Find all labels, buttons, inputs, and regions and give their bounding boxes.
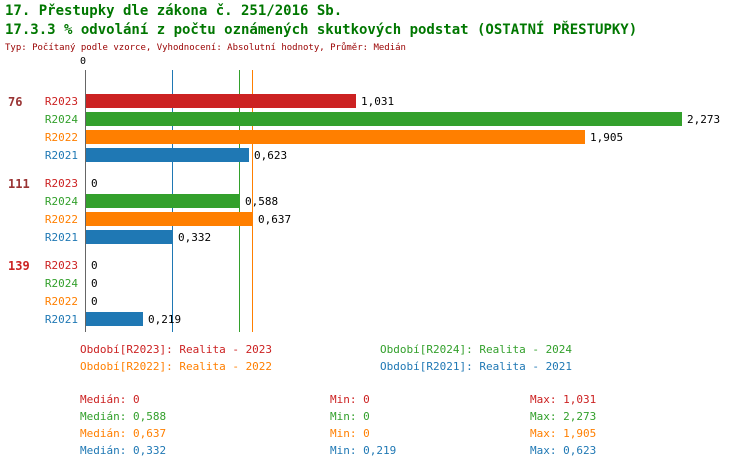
stat-max-r2022: Max: 1,905 xyxy=(530,427,597,440)
stat-min-r2022: Min: 0 xyxy=(330,427,370,440)
bar-r2023 xyxy=(86,94,356,108)
series-label-r2021: R2021 xyxy=(44,149,78,162)
series-label-r2021: R2021 xyxy=(44,231,78,244)
group-row-label: 111 xyxy=(8,177,30,191)
series-label-r2023: R2023 xyxy=(44,95,78,108)
stat-median-r2024: Medián: 0,588 xyxy=(80,410,167,423)
bar-r2022 xyxy=(86,212,253,226)
bar-r2024 xyxy=(86,194,240,208)
bar-value-label: 1,031 xyxy=(361,95,395,108)
bar-r2021 xyxy=(86,230,173,244)
stat-max-r2024: Max: 2,273 xyxy=(530,410,597,423)
series-label-r2022: R2022 xyxy=(44,213,78,226)
bar-value-label: 0,332 xyxy=(178,231,212,244)
chart-meta-line: Typ: Počítaný podle vzorce, Vyhodnocení:… xyxy=(5,43,406,53)
legend-item-r2023: Období[R2023]: Realita - 2023 xyxy=(80,343,273,356)
bar-r2021 xyxy=(86,148,249,162)
bar-value-label: 0,219 xyxy=(148,313,182,326)
median-line-r2022 xyxy=(252,70,253,332)
legend-item-r2024: Období[R2024]: Realita - 2024 xyxy=(380,343,573,356)
series-label-r2022: R2022 xyxy=(44,131,78,144)
bar-r2024 xyxy=(86,112,682,126)
stat-min-r2024: Min: 0 xyxy=(330,410,370,423)
stat-max-r2021: Max: 0,623 xyxy=(530,444,597,457)
stat-min-r2023: Min: 0 xyxy=(330,393,370,406)
stat-median-r2022: Medián: 0,637 xyxy=(80,427,167,440)
axis-zero-line xyxy=(85,70,86,332)
bar-value-label: 1,905 xyxy=(590,131,624,144)
bar-value-label: 0,637 xyxy=(258,213,292,226)
stat-max-r2023: Max: 1,031 xyxy=(530,393,597,406)
bar-value-label: 2,273 xyxy=(687,113,721,126)
bar-value-label: 0 xyxy=(91,177,98,190)
chart-title-line1: 17. Přestupky dle zákona č. 251/2016 Sb. xyxy=(5,3,343,19)
series-label-r2021: R2021 xyxy=(44,313,78,326)
stat-median-r2021: Medián: 0,332 xyxy=(80,444,167,457)
bar-value-label: 0 xyxy=(91,295,98,308)
bar-value-label: 0 xyxy=(91,259,98,272)
stat-median-r2023: Medián: 0 xyxy=(80,393,140,406)
axis-zero-tick-label: 0 xyxy=(80,56,87,67)
series-label-r2022: R2022 xyxy=(44,295,78,308)
legend-item-r2022: Období[R2022]: Realita - 2022 xyxy=(80,360,273,373)
bar-r2022 xyxy=(86,130,585,144)
series-label-r2023: R2023 xyxy=(44,177,78,190)
group-row-label: 76 xyxy=(8,95,23,109)
chart-title-line2: 17.3.3 % odvolání z počtu oznámených sku… xyxy=(5,22,638,38)
group-row-label: 139 xyxy=(8,259,30,273)
bar-r2021 xyxy=(86,312,143,326)
bar-value-label: 0 xyxy=(91,277,98,290)
series-label-r2024: R2024 xyxy=(44,277,78,290)
bar-value-label: 0,623 xyxy=(254,149,288,162)
bar-value-label: 0,588 xyxy=(245,195,279,208)
series-label-r2024: R2024 xyxy=(44,195,78,208)
legend-item-r2021: Období[R2021]: Realita - 2021 xyxy=(380,360,573,373)
stat-min-r2021: Min: 0,219 xyxy=(330,444,397,457)
series-label-r2023: R2023 xyxy=(44,259,78,272)
series-label-r2024: R2024 xyxy=(44,113,78,126)
